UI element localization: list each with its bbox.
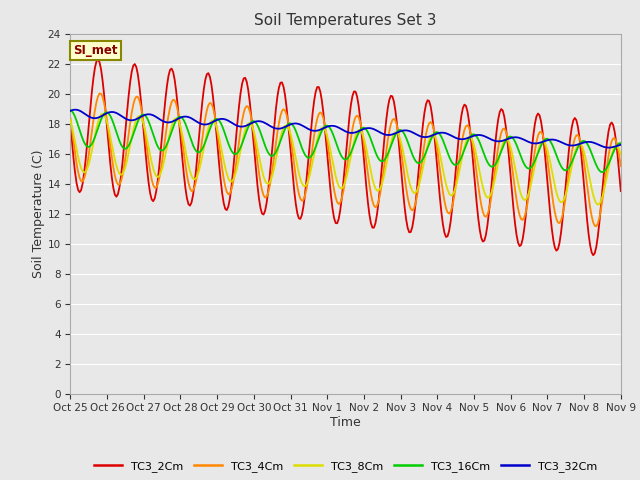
X-axis label: Time: Time [330,416,361,429]
Legend: TC3_2Cm, TC3_4Cm, TC3_8Cm, TC3_16Cm, TC3_32Cm: TC3_2Cm, TC3_4Cm, TC3_8Cm, TC3_16Cm, TC3… [90,457,602,477]
Text: SI_met: SI_met [73,44,118,58]
Y-axis label: Soil Temperature (C): Soil Temperature (C) [31,149,45,278]
Title: Soil Temperatures Set 3: Soil Temperatures Set 3 [254,13,437,28]
